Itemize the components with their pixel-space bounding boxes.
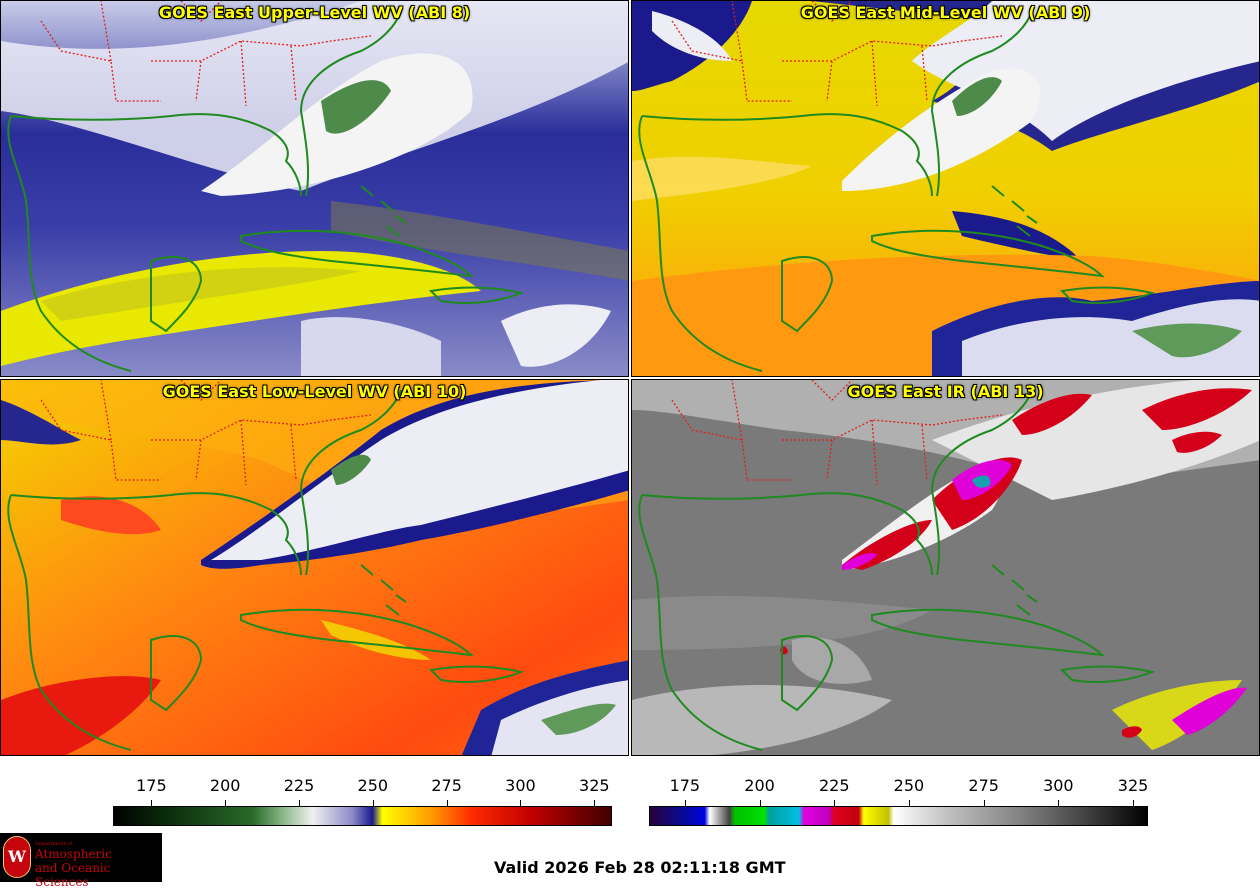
ir-tick-label: 300 [1043,776,1074,795]
wv-tick-label: 300 [505,776,536,795]
ir-tick-mark [759,800,761,806]
logo-line1: Atmospheric [35,847,112,861]
wv-tick-mark [446,800,448,806]
wv-tick-mark [151,800,153,806]
wv-tick-label: 175 [136,776,167,795]
ir-tick-label: 175 [669,776,701,795]
wv-tick-mark [594,800,596,806]
logo-dept-text: Department of [35,841,72,847]
ir-tick-label: 200 [744,776,775,795]
panel-low-level-wv: GOES East Low-Level WV (ABI 10) [0,379,629,756]
ir-tick-label: 275 [968,776,999,795]
ir-image [632,380,1259,755]
wv-tick-label: 250 [357,776,389,795]
wv-tick-mark [225,800,227,806]
wv-tick-label: 275 [431,776,462,795]
ir-tick-label: 250 [893,776,925,795]
ir-tick-label: 325 [1117,776,1149,795]
ir-tick-mark [1133,800,1135,806]
valid-time: Valid 2026 Feb 28 02:11:18 GMT [494,858,786,877]
ir-tick-mark [684,800,686,806]
upper-level-wv-image [1,1,628,376]
ir-colorbar [649,806,1148,826]
wv-tick-label: 200 [209,776,241,795]
wv-tick-mark [372,800,374,806]
ir-tick-mark [908,800,910,806]
panel-ir: GOES East IR (ABI 13) [631,379,1260,756]
logo-line2: and Oceanic Sciences [35,861,111,889]
wv-tick-label: 325 [579,776,610,795]
panel-mid-level-wv: GOES East Mid-Level WV (ABI 9) [631,0,1260,377]
mid-level-wv-image [632,1,1259,376]
ir-tick-mark [983,800,985,806]
aos-logo: W Department of Atmospheric and Oceanic … [0,833,162,889]
uw-seal-icon: W [3,836,31,878]
wv-colorbar [113,806,612,826]
ir-tick-label: 225 [818,776,850,795]
wv-tick-mark [520,800,522,806]
wv-tick-mark [299,800,301,806]
ir-tick-mark [1058,800,1060,806]
wv-tick-label: 225 [283,776,315,795]
panel-title: GOES East Low-Level WV (ABI 10) [162,382,467,401]
panel-title: GOES East IR (ABI 13) [847,382,1044,401]
panel-upper-level-wv: GOES East Upper-Level WV (ABI 8) [0,0,629,377]
panel-title: GOES East Mid-Level WV (ABI 9) [800,3,1091,22]
ir-tick-mark [834,800,836,806]
panel-title: GOES East Upper-Level WV (ABI 8) [158,3,471,22]
low-level-wv-image [1,380,628,755]
